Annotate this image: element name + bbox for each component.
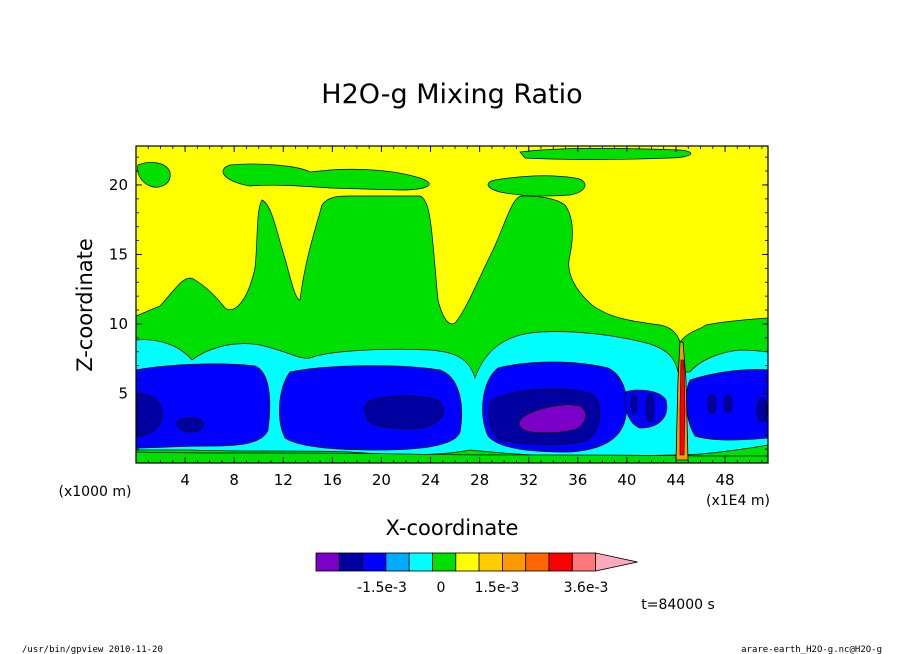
region-green-bottom — [136, 451, 768, 463]
region-purple-core — [518, 404, 587, 434]
x-tick-label: 44 — [666, 471, 685, 489]
y-axis-label: Z-coordinate — [73, 238, 97, 372]
x-tick-label: 28 — [470, 471, 489, 489]
colorbar-label: 3.6e-3 — [564, 580, 609, 596]
blob-small-2 — [723, 394, 733, 414]
region-green-top — [222, 163, 430, 191]
chart-title: H2O-g Mixing Ratio — [321, 79, 582, 110]
y-tick-label: 10 — [109, 315, 128, 333]
region-blue-left — [136, 363, 271, 449]
colorbar-label: 0 — [437, 580, 446, 596]
colorbar-swatch — [338, 552, 363, 572]
colorbar-swatch — [548, 552, 573, 572]
plot-frame — [135, 145, 769, 464]
x-tick-label: 20 — [372, 471, 391, 489]
colorbar-swatch — [478, 552, 503, 572]
x-tick-label: 24 — [421, 471, 440, 489]
x-axis-label: X-coordinate — [386, 516, 519, 540]
colorbar-arrow — [595, 552, 638, 572]
y-tick-label: 15 — [109, 245, 128, 263]
region-navy-mid — [364, 395, 444, 430]
footer-left: /usr/bin/gpview 2010-11-20 — [22, 645, 163, 654]
contour-field — [136, 146, 768, 463]
x-tick-label: 36 — [568, 471, 587, 489]
colorbar-swatch — [455, 552, 480, 572]
x-tick-label: 12 — [274, 471, 293, 489]
colorbar-swatch — [501, 552, 527, 572]
colorbar-swatch — [385, 552, 410, 572]
region-navy-left — [136, 394, 163, 437]
colorbar-swatch — [525, 552, 550, 572]
x-tick-label: 40 — [617, 471, 636, 489]
colorbar-swatch — [432, 552, 457, 572]
colorbar-swatch — [571, 552, 596, 572]
region-red-spike — [679, 359, 686, 456]
x-tick-label: 8 — [229, 471, 239, 489]
x-tick-label: 16 — [323, 471, 342, 489]
x-unit-note: (x1E4 m) — [706, 493, 770, 509]
y-tick-label: 20 — [109, 176, 128, 194]
region-green-top-3 — [519, 148, 692, 160]
colorbar-swatch — [408, 552, 433, 572]
footer-right: arare-earth_H2O-g.nc@H2O-g — [741, 645, 882, 654]
region-green-top-4 — [137, 162, 171, 188]
x-axis-ticks: 4 8 12 16 20 24 28 32 36 40 44 48 — [147, 146, 763, 489]
colorbar-labels: -1.5e-3 0 1.5e-3 3.6e-3 — [357, 580, 608, 596]
colorbar-label: -1.5e-3 — [357, 580, 407, 596]
time-label: t=84000 s — [641, 597, 715, 613]
y-tick-label: 5 — [118, 384, 128, 402]
region-navy-left-2 — [176, 417, 204, 433]
blob-small-5 — [645, 393, 655, 423]
colorbar — [315, 552, 638, 572]
blob-small-1 — [707, 393, 717, 415]
colorbar-label: 1.5e-3 — [475, 580, 520, 596]
blob-small-4 — [630, 393, 638, 415]
x-tick-label: 4 — [180, 471, 190, 489]
x-tick-label: 48 — [716, 471, 735, 489]
colorbar-swatch — [315, 552, 340, 572]
x-tick-label: 32 — [519, 471, 538, 489]
z-unit-note: (x1000 m) — [59, 484, 132, 500]
colorbar-swatch — [362, 552, 387, 572]
y-axis-ticks: 5 10 15 20 — [109, 156, 768, 450]
region-green-top-2 — [487, 175, 586, 197]
blob-small-3 — [756, 397, 768, 423]
